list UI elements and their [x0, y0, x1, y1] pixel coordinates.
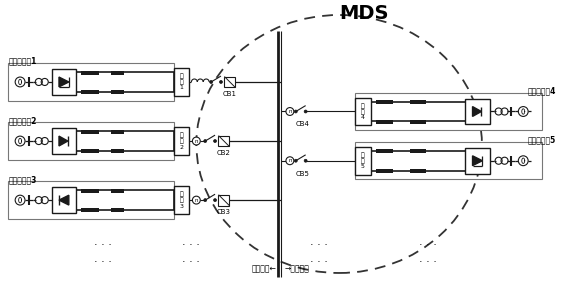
Text: 工作母线←: 工作母线←	[251, 265, 276, 274]
Bar	[51, 128, 76, 154]
Circle shape	[15, 136, 25, 146]
Circle shape	[193, 196, 200, 204]
Circle shape	[193, 137, 200, 145]
Bar	[219, 136, 229, 146]
Bar	[224, 77, 235, 87]
Bar	[111, 149, 124, 153]
Bar	[219, 195, 229, 206]
Bar	[111, 71, 124, 74]
Bar	[376, 100, 393, 104]
Text: 端
口
3: 端 口 3	[180, 192, 184, 209]
Circle shape	[518, 107, 528, 117]
Circle shape	[15, 77, 25, 87]
Circle shape	[294, 110, 297, 113]
Text: CB2: CB2	[217, 150, 231, 156]
Text: · · ·: · · ·	[94, 240, 112, 250]
Bar	[376, 169, 393, 173]
Bar	[355, 98, 371, 125]
Bar	[111, 90, 124, 94]
Circle shape	[286, 157, 294, 165]
Text: 端
口
5: 端 口 5	[361, 152, 364, 169]
Bar	[355, 93, 542, 130]
Bar	[465, 148, 490, 173]
Text: n: n	[194, 139, 198, 144]
Text: CB3: CB3	[217, 209, 231, 215]
Text: 外部换流站4: 外部换流站4	[527, 86, 556, 95]
Text: · · ·: · · ·	[182, 257, 201, 267]
Bar	[355, 147, 371, 175]
Bar	[81, 209, 99, 212]
Circle shape	[219, 80, 223, 83]
Text: · · ·: · · ·	[419, 257, 437, 267]
Text: CB1: CB1	[223, 91, 237, 97]
Circle shape	[518, 156, 528, 166]
Circle shape	[294, 159, 297, 162]
Text: n: n	[194, 198, 198, 203]
Polygon shape	[59, 136, 68, 146]
Bar	[173, 127, 189, 155]
Circle shape	[304, 110, 307, 113]
Bar	[8, 181, 173, 219]
Text: MDS: MDS	[339, 4, 389, 23]
Text: · · ·: · · ·	[94, 257, 112, 267]
Text: · · ·: · · ·	[311, 240, 328, 250]
Text: 外部换流站1: 外部换流站1	[8, 57, 37, 66]
Text: CB5: CB5	[296, 170, 310, 177]
Circle shape	[286, 108, 294, 115]
Bar	[410, 100, 426, 104]
Text: · · ·: · · ·	[419, 240, 437, 250]
Text: n: n	[288, 158, 292, 163]
Text: 外部换流站3: 外部换流站3	[8, 175, 37, 184]
Text: 端
口
4: 端 口 4	[360, 103, 365, 120]
Polygon shape	[472, 107, 481, 117]
Bar	[81, 130, 99, 134]
Bar	[8, 63, 173, 101]
Bar	[410, 120, 426, 124]
Bar	[376, 120, 393, 124]
Bar	[111, 189, 124, 193]
Bar	[173, 68, 189, 96]
Text: 外部换流站5: 外部换流站5	[528, 136, 556, 145]
Polygon shape	[472, 156, 483, 166]
Bar	[111, 209, 124, 212]
Bar	[410, 169, 426, 173]
Bar	[173, 186, 189, 214]
Text: n: n	[288, 109, 292, 114]
Text: 端
口
1: 端 口 1	[180, 73, 184, 91]
Circle shape	[214, 139, 216, 142]
Polygon shape	[59, 195, 69, 205]
Text: →备用母线: →备用母线	[285, 265, 310, 274]
Bar	[81, 149, 99, 153]
Circle shape	[204, 139, 207, 142]
Text: · · ·: · · ·	[182, 240, 201, 250]
Text: 外部换流站2: 外部换流站2	[8, 116, 37, 125]
Bar	[81, 189, 99, 193]
Bar	[376, 149, 393, 153]
Bar	[81, 71, 99, 74]
Bar	[51, 69, 76, 95]
Circle shape	[15, 195, 25, 205]
Bar	[111, 130, 124, 134]
Circle shape	[204, 199, 207, 201]
Bar	[81, 90, 99, 94]
Text: · · ·: · · ·	[311, 257, 328, 267]
Circle shape	[304, 159, 307, 162]
Bar	[8, 122, 173, 160]
Bar	[410, 149, 426, 153]
Text: CB4: CB4	[296, 121, 310, 127]
Bar	[51, 187, 76, 213]
Bar	[465, 99, 490, 124]
Polygon shape	[59, 77, 69, 87]
Circle shape	[210, 80, 212, 83]
Circle shape	[214, 199, 216, 201]
Bar	[355, 142, 542, 179]
Text: 端
口
2: 端 口 2	[180, 133, 184, 150]
